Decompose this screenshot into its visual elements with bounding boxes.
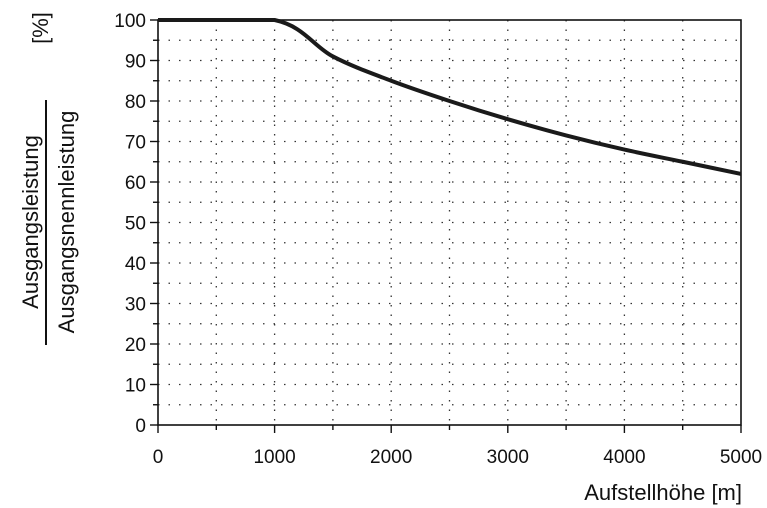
- y-axis-title: Ausgangsleistung Ausgangsnennleistung [%…: [18, 12, 79, 345]
- y-tick-label: 30: [125, 295, 146, 316]
- axes: [150, 19, 742, 433]
- series-group: [158, 18, 742, 176]
- grid-lines: [158, 20, 741, 425]
- plot-frame: [157, 19, 742, 426]
- y-axis-title-denominator: Ausgangsnennleistung: [54, 111, 79, 334]
- y-tick-label: 10: [125, 376, 146, 397]
- x-tick-label: 0: [153, 447, 164, 468]
- y-tick-label: 60: [125, 173, 146, 194]
- tick-labels: 0 1000 2000 3000 4000 5000 0 10 20 30 40 50 60 70 80 90…: [114, 11, 762, 468]
- y-axis-title-unit: [%]: [28, 12, 53, 44]
- x-tick-label: 2000: [370, 447, 412, 468]
- y-tick-label: 40: [125, 254, 146, 275]
- y-tick-label: 70: [125, 133, 146, 154]
- y-tick-label: 50: [125, 214, 146, 235]
- x-tick-label: 3000: [487, 447, 529, 468]
- x-tick-label: 5000: [720, 447, 762, 468]
- x-tick-label: 4000: [603, 447, 645, 468]
- x-tick-label: 1000: [253, 447, 295, 468]
- series-line: [158, 18, 742, 176]
- y-tick-label: 90: [125, 52, 146, 73]
- y-tick-label: 100: [114, 11, 146, 32]
- y-tick-label: 0: [135, 416, 146, 437]
- y-axis-title-numerator: Ausgangsleistung: [18, 135, 43, 309]
- x-axis-title: Aufstellhöhe [m]: [584, 480, 742, 505]
- y-tick-label: 80: [125, 92, 146, 113]
- y-tick-label: 20: [125, 335, 146, 356]
